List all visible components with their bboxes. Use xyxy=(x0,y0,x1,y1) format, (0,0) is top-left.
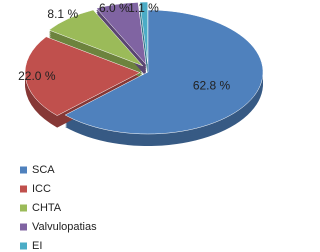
legend-label: CHTA xyxy=(32,202,62,214)
legend-swatch xyxy=(20,185,27,193)
slice xyxy=(64,9,264,135)
legend-swatch xyxy=(20,204,27,212)
value-label: 22.0 % xyxy=(18,69,56,83)
legend-swatch xyxy=(20,166,27,174)
slice xyxy=(24,36,141,116)
slice xyxy=(95,2,147,66)
legend-swatch xyxy=(20,242,27,250)
value-label: 62.8 % xyxy=(193,79,231,93)
value-label: 8.1 % xyxy=(47,7,78,21)
legend-label: SCA xyxy=(32,164,55,176)
legend-swatch xyxy=(20,223,27,231)
value-label: 6.0 % xyxy=(99,1,130,15)
legend-label: ICC xyxy=(32,183,51,195)
slice xyxy=(48,9,144,67)
value-label: 1.1 % xyxy=(128,1,159,15)
slice xyxy=(139,1,148,65)
legend-label: Valvulopatias xyxy=(32,221,97,233)
chart: 62.8 % 22.0 % 8.1 % 6.0 %1.1 % SCA ICC CHTA Val… xyxy=(18,1,264,252)
legend-label: EI xyxy=(32,240,42,252)
